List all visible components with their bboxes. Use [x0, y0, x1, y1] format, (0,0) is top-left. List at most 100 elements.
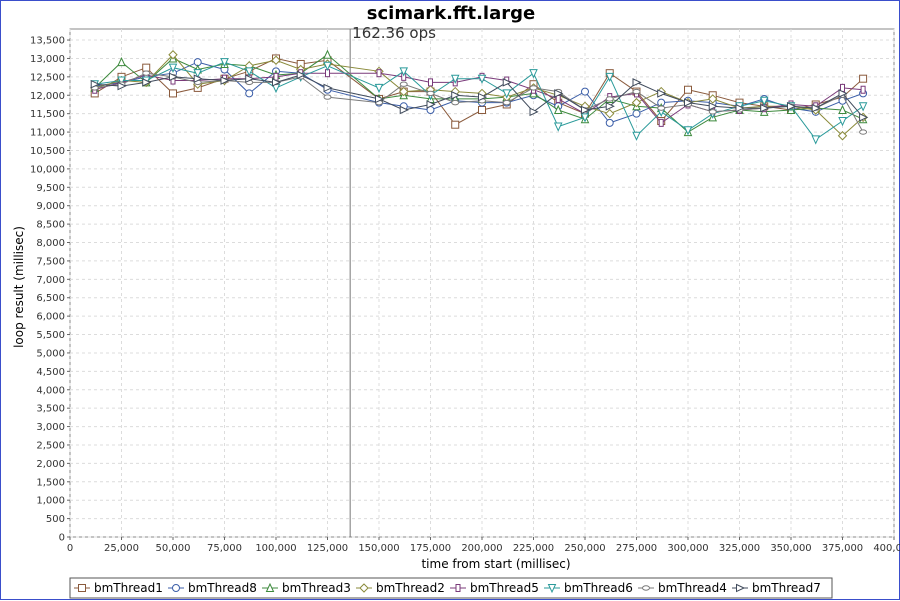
y-tick-label: 11,500 — [30, 109, 65, 120]
data-point — [605, 102, 615, 111]
legend-swatch-marker — [455, 584, 461, 592]
data-point — [859, 74, 868, 83]
data-point — [529, 85, 538, 91]
data-point — [605, 96, 614, 102]
legend-item: bmThread1 — [74, 581, 163, 595]
data-point — [451, 99, 460, 106]
legend: bmThread1 bmThread8 bmThread3 bmThread2 bmTh… — [69, 577, 833, 599]
axis-ticks: 0 500 1,000 1,500 2,000 2,500 3,000 3,500 4,000 4… — [30, 36, 900, 554]
data-point — [657, 105, 666, 111]
data-point — [244, 67, 254, 77]
data-point — [838, 96, 847, 105]
legend-label: bmThread4 — [658, 581, 727, 595]
y-tick-label: 9,000 — [36, 201, 65, 212]
x-tick-label: 350,000 — [770, 543, 811, 554]
legend-label: bmThread1 — [94, 581, 163, 595]
data-point — [759, 96, 769, 106]
data-point — [478, 92, 488, 102]
series-layer — [90, 49, 869, 145]
legend-label: bmThread2 — [376, 581, 445, 595]
data-point — [708, 94, 718, 104]
data-point — [632, 88, 641, 95]
data-point — [142, 70, 151, 76]
data-point — [860, 85, 866, 94]
y-tick-label: 13,000 — [30, 54, 65, 65]
series-bmThread6 — [90, 58, 868, 145]
data-point — [478, 105, 486, 114]
x-tick-label: 75,000 — [207, 543, 242, 554]
y-tick-label: 4,500 — [36, 367, 65, 378]
data-point — [169, 89, 177, 98]
x-tick-label: 150,000 — [358, 543, 399, 554]
data-point — [605, 108, 615, 119]
data-point — [375, 94, 385, 104]
y-tick-label: 12,000 — [30, 91, 65, 102]
data-point — [837, 131, 848, 141]
data-point — [684, 85, 692, 94]
legend-swatch-marker — [78, 584, 86, 592]
y-tick-label: 500 — [46, 514, 65, 525]
data-point — [426, 90, 435, 97]
data-point — [553, 104, 563, 114]
data-point — [811, 103, 821, 113]
data-point — [605, 118, 614, 127]
data-point — [684, 98, 694, 107]
y-tick-label: 5,000 — [36, 348, 65, 359]
data-point — [451, 120, 460, 129]
y-tick-label: 13,500 — [30, 36, 65, 47]
data-point — [658, 118, 664, 127]
data-point — [399, 86, 409, 97]
data-point — [168, 50, 178, 60]
y-tick-label: 7,500 — [36, 256, 65, 267]
data-point — [581, 87, 589, 96]
legend-item: bmThread5 — [450, 581, 539, 595]
data-point — [245, 89, 254, 98]
data-point — [632, 109, 641, 118]
data-point — [450, 74, 460, 84]
x-tick-label: 300,000 — [667, 543, 708, 554]
data-point — [142, 78, 152, 87]
data-point — [580, 113, 590, 123]
y-tick-label: 2,500 — [36, 440, 65, 451]
legend-swatch-marker — [172, 584, 180, 592]
legend-label: bmThread3 — [282, 581, 351, 595]
data-point — [451, 90, 461, 100]
data-point — [169, 72, 179, 82]
data-point — [376, 69, 382, 78]
data-point — [605, 72, 615, 83]
legend-swatch-marker — [547, 584, 557, 594]
data-point — [399, 105, 409, 115]
legend-item: bmThread2 — [356, 581, 445, 595]
data-point — [323, 49, 332, 59]
legend-swatch-marker — [265, 582, 275, 592]
legend-swatch-marker — [642, 585, 650, 591]
data-point — [502, 89, 512, 99]
data-point — [554, 89, 564, 98]
y-tick-label: 4,000 — [36, 385, 65, 396]
data-point — [193, 69, 203, 79]
y-tick-label: 10,000 — [30, 164, 65, 175]
y-tick-label: 1,000 — [36, 496, 65, 507]
y-tick-label: 8,000 — [36, 238, 65, 249]
chart-title: scimark.fft.large — [367, 3, 535, 24]
series-line — [94, 72, 864, 133]
y-tick-label: 0 — [59, 533, 65, 544]
data-point — [631, 97, 642, 108]
y-tick-label: 11,000 — [30, 128, 65, 139]
legend-item: bmThread3 — [262, 581, 351, 595]
data-point — [735, 103, 745, 113]
x-tick-label: 250,000 — [564, 543, 605, 554]
legend-item: bmThread7 — [732, 581, 821, 595]
data-point — [399, 67, 409, 77]
y-tick-label: 10,500 — [30, 146, 65, 157]
x-tick-label: 100,000 — [255, 543, 296, 554]
data-point — [838, 104, 847, 114]
data-point — [296, 70, 306, 80]
data-point — [271, 55, 281, 65]
data-point — [426, 100, 436, 109]
x-tick-label: 400,000 — [873, 543, 900, 554]
data-point — [323, 83, 333, 93]
x-tick-label: 275,000 — [616, 543, 657, 554]
